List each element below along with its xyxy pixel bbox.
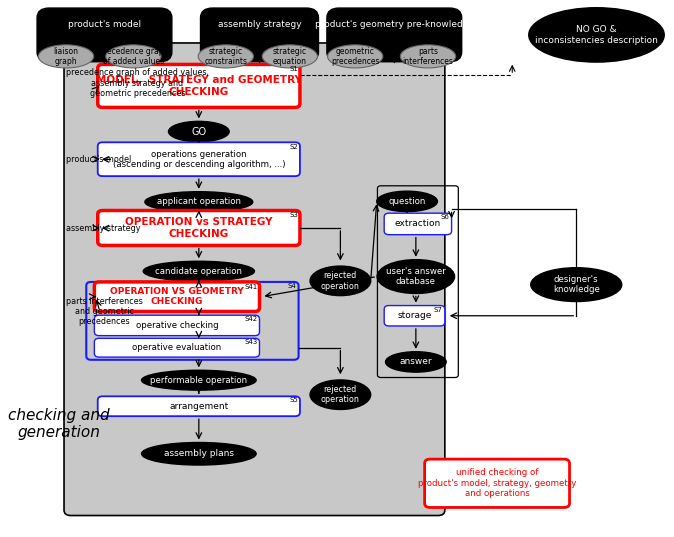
Text: precedence graph of added values,
assembly strategy and
geometric precedences: precedence graph of added values, assemb…	[66, 68, 209, 98]
FancyBboxPatch shape	[384, 213, 452, 235]
Text: S5: S5	[289, 397, 298, 403]
Text: designer's
knowledge: designer's knowledge	[553, 275, 600, 294]
Text: arrangement: arrangement	[169, 402, 228, 411]
Ellipse shape	[198, 45, 253, 68]
FancyBboxPatch shape	[94, 338, 259, 357]
FancyBboxPatch shape	[64, 43, 445, 516]
Ellipse shape	[400, 45, 456, 68]
Ellipse shape	[377, 191, 437, 212]
Ellipse shape	[531, 268, 621, 302]
FancyBboxPatch shape	[425, 459, 570, 507]
Text: S7: S7	[434, 307, 443, 313]
FancyBboxPatch shape	[98, 142, 300, 176]
Text: product's geometry pre-knowledge: product's geometry pre-knowledge	[315, 20, 474, 28]
Text: rejected
operation: rejected operation	[321, 271, 360, 291]
Text: unified checking of
product's model, strategy, geometry
and operations: unified checking of product's model, str…	[418, 468, 576, 498]
FancyBboxPatch shape	[327, 8, 462, 62]
Text: operations generation
(ascending or descending algorithm, ...): operations generation (ascending or desc…	[113, 149, 285, 169]
Text: S1: S1	[289, 66, 298, 72]
Text: extraction: extraction	[395, 220, 441, 228]
Text: performable operation: performable operation	[150, 376, 247, 384]
Ellipse shape	[145, 192, 253, 212]
FancyBboxPatch shape	[37, 8, 172, 62]
Text: answer: answer	[400, 358, 432, 366]
Text: question: question	[388, 197, 426, 206]
FancyBboxPatch shape	[384, 306, 445, 326]
Ellipse shape	[310, 380, 371, 409]
Text: rejected
operation: rejected operation	[321, 385, 360, 404]
FancyBboxPatch shape	[98, 211, 300, 245]
Text: S4: S4	[288, 283, 297, 289]
Text: S2: S2	[289, 144, 298, 150]
Ellipse shape	[168, 121, 229, 142]
Text: candidate operation: candidate operation	[155, 267, 243, 275]
Text: strategic
equation: strategic equation	[273, 47, 307, 66]
Text: parts interferences
and geometric
precedences: parts interferences and geometric preced…	[66, 296, 143, 326]
Text: applicant operation: applicant operation	[157, 198, 241, 206]
Text: assembly strategy: assembly strategy	[218, 20, 301, 28]
Text: S3: S3	[289, 212, 298, 218]
Text: OPERATION vs STRATEGY
CHECKING: OPERATION vs STRATEGY CHECKING	[125, 217, 272, 239]
Text: S42: S42	[245, 316, 257, 322]
Text: S43: S43	[244, 339, 257, 345]
Text: liaison
graph: liaison graph	[53, 47, 79, 66]
FancyBboxPatch shape	[201, 8, 318, 62]
Ellipse shape	[328, 45, 383, 68]
Text: strategic
constraints: strategic constraints	[204, 47, 247, 66]
Ellipse shape	[386, 352, 446, 372]
FancyBboxPatch shape	[86, 282, 299, 360]
Ellipse shape	[529, 8, 664, 62]
Text: geometric
precedences: geometric precedences	[331, 47, 379, 66]
Text: OPERATION VS GEOMETRY
CHECKING: OPERATION VS GEOMETRY CHECKING	[110, 287, 244, 307]
Text: MODEL,  STRATEGY and GEOMETRY
CHECKING: MODEL, STRATEGY and GEOMETRY CHECKING	[96, 75, 302, 97]
Ellipse shape	[143, 261, 255, 281]
Ellipse shape	[38, 45, 94, 68]
Text: storage: storage	[397, 311, 432, 320]
Text: S6: S6	[441, 214, 450, 220]
Text: precedence graph
of added values: precedence graph of added values	[98, 47, 168, 66]
FancyBboxPatch shape	[94, 282, 259, 311]
Text: assembly strategy: assembly strategy	[66, 224, 141, 233]
Ellipse shape	[310, 266, 371, 295]
Ellipse shape	[106, 45, 161, 68]
Ellipse shape	[142, 442, 256, 465]
Text: GO: GO	[191, 127, 206, 136]
Text: operative checking: operative checking	[135, 321, 218, 330]
Text: assembly plans: assembly plans	[164, 449, 234, 458]
FancyBboxPatch shape	[98, 64, 300, 107]
Text: user's answer
database: user's answer database	[386, 267, 446, 286]
Text: product's model: product's model	[66, 155, 131, 164]
FancyBboxPatch shape	[98, 396, 300, 416]
Text: NO GO &
inconsistencies description: NO GO & inconsistencies description	[535, 25, 658, 45]
Ellipse shape	[262, 45, 317, 68]
FancyBboxPatch shape	[94, 315, 259, 336]
Text: product's model: product's model	[68, 20, 141, 28]
Text: operative evaluation: operative evaluation	[132, 343, 222, 352]
Text: parts
interferences: parts interferences	[402, 47, 454, 66]
Text: checking and
generation: checking and generation	[8, 408, 110, 440]
Text: S41: S41	[244, 284, 257, 289]
Ellipse shape	[377, 260, 454, 293]
Ellipse shape	[142, 371, 256, 390]
